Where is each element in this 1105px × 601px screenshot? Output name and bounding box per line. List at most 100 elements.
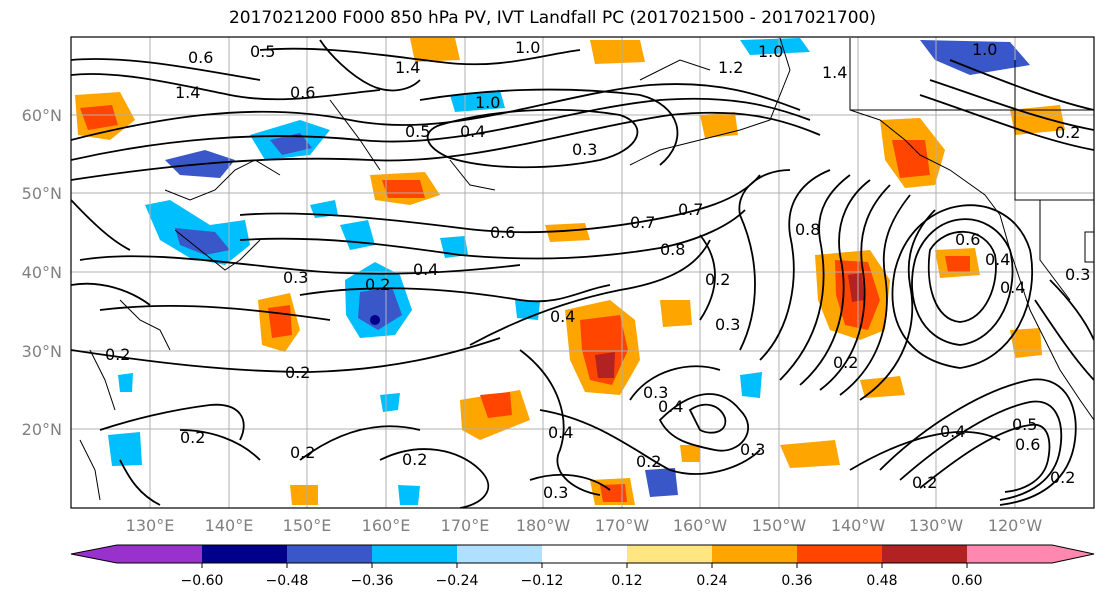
shade-positive	[780, 440, 840, 468]
contour-label: 0.3	[543, 483, 568, 502]
contour-label: 0.6	[955, 230, 980, 249]
shade-positive	[545, 223, 590, 242]
shade-negative	[645, 468, 678, 497]
colorbar-ticks	[201, 563, 968, 568]
colorbar	[70, 544, 1095, 568]
pv-shading	[75, 38, 1065, 505]
shade-negative	[398, 485, 420, 505]
contour-label: 1.0	[515, 38, 540, 57]
lon-label: 160°W	[672, 516, 728, 535]
lon-label: 140°E	[204, 516, 254, 535]
contour-label: 0.3	[715, 315, 740, 334]
contour-label: 0.4	[550, 307, 575, 326]
lat-label: 20°N	[21, 420, 62, 439]
shade-positive	[580, 315, 628, 385]
lon-label: 130°W	[908, 516, 964, 535]
shade-positive	[848, 273, 864, 302]
shade-negative	[380, 393, 400, 412]
shade-positive	[660, 300, 692, 327]
colorbar-tick-label: 0.12	[611, 573, 643, 589]
lon-label: 140°W	[830, 516, 886, 535]
contour-label: 1.4	[822, 63, 847, 82]
colorbar-tick-label: 0.36	[781, 573, 813, 589]
lon-label: 130°E	[125, 516, 175, 535]
contour-label: 1.4	[395, 58, 420, 77]
contour-label: 1.2	[718, 58, 743, 77]
shade-negative	[740, 38, 810, 55]
shade-negative	[270, 133, 312, 155]
colorbar-segment	[627, 545, 712, 563]
shade-positive	[480, 392, 512, 418]
contour-label: 0.4	[985, 250, 1010, 269]
contour-label: 0.6	[1015, 435, 1040, 454]
contour-label: 0.4	[548, 423, 573, 442]
colorbar-tick-label: −0.12	[520, 573, 564, 589]
shade-positive	[595, 352, 615, 378]
contour-label: 0.4	[658, 397, 683, 416]
contour-label: 0.2	[180, 428, 205, 447]
contour-label: 0.3	[740, 440, 765, 459]
pv-contours	[71, 39, 1094, 508]
colorbar-segment	[882, 545, 967, 563]
contour-label: 0.2	[1050, 468, 1075, 487]
colorbar-segment	[202, 545, 287, 563]
contour-label: 0.2	[365, 275, 390, 294]
contour-label: 1.0	[475, 93, 500, 112]
colorbar-tick-label: −0.60	[180, 573, 224, 589]
lon-label: 160°E	[361, 516, 411, 535]
shade-negative	[118, 373, 133, 392]
shade-positive	[945, 256, 970, 272]
contour-label: 0.8	[795, 220, 820, 239]
contour-label: 1.0	[972, 40, 997, 59]
contour-label: 0.7	[630, 213, 655, 232]
contour-label: 0.7	[678, 200, 703, 219]
colorbar-segment	[797, 545, 882, 563]
colorbar-tick-label: 0.48	[866, 573, 898, 589]
shade-negative	[740, 372, 762, 398]
shade-positive	[700, 112, 738, 138]
shade-positive	[290, 485, 318, 505]
shade-positive	[892, 140, 930, 178]
shade-positive	[382, 180, 425, 198]
contour-labels: 0.6 0.5 1.0 1.0 1.0 1.4 1.4 1.4 1.2 1.0 …	[105, 38, 1090, 502]
colorbar-tick-label: −0.24	[435, 573, 479, 589]
lon-label: 150°E	[282, 516, 332, 535]
contour-label: 0.2	[402, 450, 427, 469]
contour-label: 0.4	[940, 422, 965, 441]
colorbar-segment	[542, 545, 627, 563]
contour-label: 0.2	[705, 270, 730, 289]
contour-label: 0.5	[405, 122, 430, 141]
shade-positive	[268, 305, 292, 338]
colorbar-tick-label: −0.36	[350, 573, 394, 589]
contour-label: 0.3	[572, 140, 597, 159]
lat-label: 50°N	[21, 184, 62, 203]
colorbar-segment	[71, 545, 117, 563]
contour-label: 0.4	[1000, 278, 1025, 297]
colorbar-tick-label: 0.60	[951, 573, 983, 589]
colorbar-tick-label: −0.48	[265, 573, 309, 589]
contour-label: 0.5	[1012, 415, 1037, 434]
contour-label: 0.3	[1065, 265, 1090, 284]
colorbar-segment	[1052, 545, 1094, 563]
colorbar-segment	[287, 545, 372, 563]
shade-negative	[920, 40, 1030, 75]
contour-label: 0.6	[188, 48, 213, 67]
map-title: 2017021200 F000 850 hPa PV, IVT Landfall…	[228, 8, 876, 28]
lat-label: 40°N	[21, 263, 62, 282]
contour-label: 0.8	[660, 240, 685, 259]
shade-negative	[450, 90, 505, 112]
shade-negative	[175, 228, 230, 255]
shade-positive	[410, 38, 460, 62]
shade-negative	[108, 432, 142, 466]
contour-label: 0.6	[290, 83, 315, 102]
contour-label: 1.4	[175, 83, 200, 102]
contour-label: 0.2	[1055, 123, 1080, 142]
shade-negative	[358, 287, 402, 330]
lon-label: 170°E	[440, 516, 490, 535]
contour-label: 0.2	[105, 345, 130, 364]
lon-label: 120°W	[987, 516, 1043, 535]
map-frame	[70, 36, 1095, 509]
contour-label: 0.2	[285, 363, 310, 382]
contour-label: 0.3	[283, 268, 308, 287]
contour-label: 0.3	[643, 383, 668, 402]
